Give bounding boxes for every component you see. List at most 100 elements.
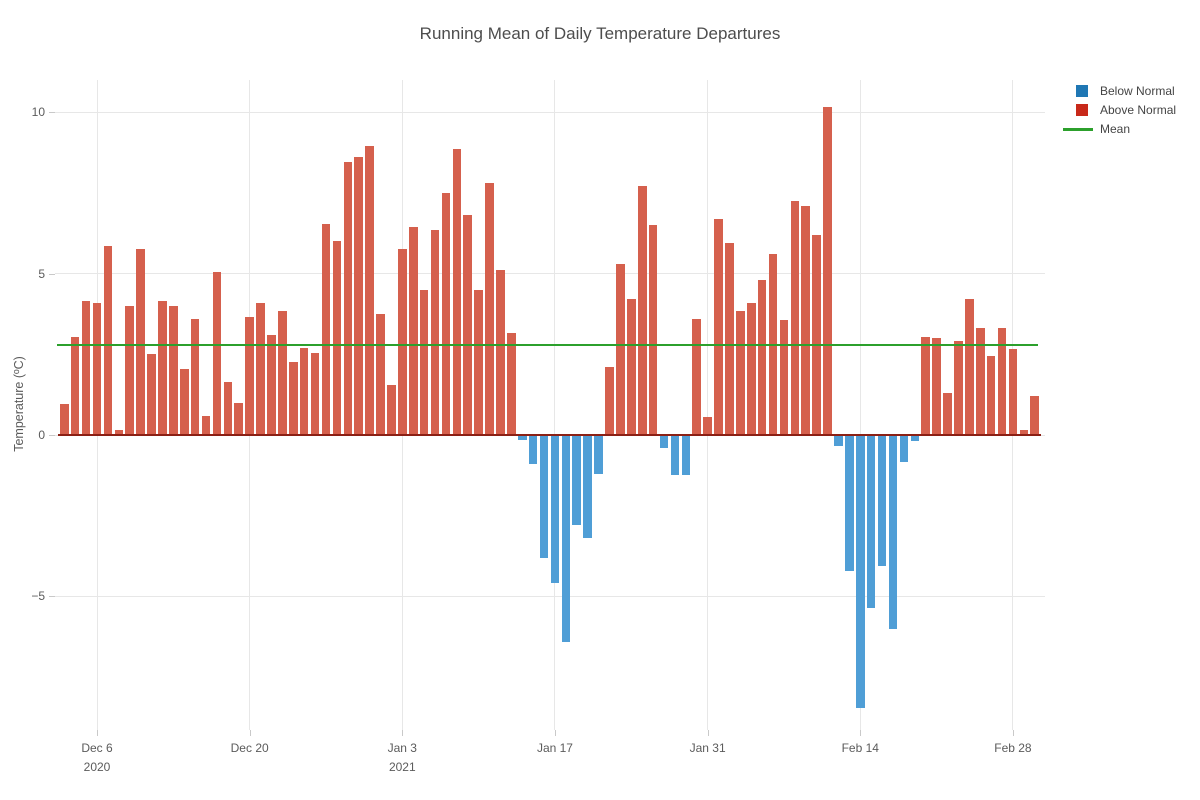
bar[interactable] (703, 417, 712, 435)
bar[interactable] (779, 320, 789, 435)
bar[interactable] (408, 226, 418, 435)
bar[interactable] (965, 299, 974, 435)
bar[interactable] (485, 183, 494, 435)
bar[interactable] (507, 333, 516, 435)
bar[interactable] (725, 242, 734, 435)
bar[interactable] (572, 435, 582, 526)
bar[interactable] (179, 368, 189, 435)
bar[interactable] (169, 305, 178, 435)
y-tick-label: 5 (38, 266, 45, 281)
bar[interactable] (627, 299, 636, 435)
bar[interactable] (986, 355, 996, 435)
legend-item[interactable]: Above Normal (1060, 103, 1200, 119)
bar[interactable] (714, 218, 723, 435)
bar[interactable] (834, 435, 843, 447)
bar[interactable] (278, 310, 287, 435)
bar[interactable] (452, 149, 462, 435)
bar[interactable] (245, 317, 254, 435)
bar[interactable] (267, 334, 276, 435)
y-tick-label: 0 (38, 428, 45, 442)
bar[interactable] (332, 241, 342, 435)
bar[interactable] (855, 435, 865, 708)
bar[interactable] (103, 246, 113, 435)
bar[interactable] (583, 435, 592, 539)
h-gridline (55, 111, 1045, 113)
bar[interactable] (659, 435, 669, 448)
bar[interactable] (354, 157, 363, 435)
bar[interactable] (616, 263, 625, 435)
bar[interactable] (910, 435, 920, 442)
bar[interactable] (223, 381, 233, 435)
h-gridline (55, 595, 1045, 597)
bar[interactable] (845, 435, 854, 571)
bar[interactable] (201, 415, 211, 435)
bar[interactable] (299, 347, 309, 435)
bar[interactable] (147, 354, 156, 435)
bar[interactable] (899, 435, 909, 463)
bar[interactable] (463, 215, 473, 435)
bar[interactable] (256, 302, 265, 435)
bar[interactable] (550, 435, 560, 584)
bar[interactable] (561, 435, 571, 642)
bar[interactable] (114, 430, 124, 435)
bar[interactable] (430, 230, 440, 435)
bar[interactable] (790, 200, 800, 435)
bar[interactable] (539, 435, 549, 558)
bar[interactable] (60, 404, 69, 435)
bar[interactable] (288, 362, 298, 435)
bar[interactable] (943, 393, 952, 435)
bar[interactable] (190, 318, 200, 435)
bar[interactable] (441, 192, 451, 435)
mean-line (57, 343, 1038, 346)
bar[interactable] (605, 367, 614, 435)
bar[interactable] (376, 313, 385, 435)
bar[interactable] (648, 225, 658, 435)
bar[interactable] (1019, 430, 1029, 435)
bar[interactable] (125, 305, 135, 435)
bar[interactable] (692, 318, 702, 435)
bar[interactable] (877, 435, 887, 566)
bar[interactable] (932, 338, 941, 435)
bar[interactable] (637, 186, 647, 435)
bar[interactable] (670, 435, 680, 476)
bar[interactable] (975, 328, 985, 435)
bar[interactable] (496, 270, 505, 435)
bar[interactable] (517, 435, 527, 440)
bar[interactable] (136, 249, 145, 435)
bar[interactable] (888, 435, 898, 629)
bar[interactable] (812, 234, 821, 435)
bar[interactable] (81, 301, 91, 435)
bar[interactable] (343, 162, 353, 435)
bar[interactable] (398, 249, 407, 435)
bar[interactable] (823, 107, 832, 435)
bar[interactable] (746, 302, 756, 435)
bar[interactable] (92, 302, 102, 435)
bar[interactable] (997, 328, 1007, 435)
legend-item[interactable]: Below Normal (1060, 84, 1200, 100)
bar[interactable] (1008, 349, 1018, 435)
bar[interactable] (70, 336, 80, 435)
bar[interactable] (419, 289, 429, 435)
bar[interactable] (866, 435, 876, 608)
bar[interactable] (212, 271, 222, 435)
bar[interactable] (736, 310, 745, 435)
bar[interactable] (387, 384, 396, 435)
bar[interactable] (321, 223, 331, 435)
bar[interactable] (757, 280, 767, 435)
bar[interactable] (474, 289, 483, 435)
bar[interactable] (310, 352, 320, 435)
y-tick-label: −5 (31, 589, 45, 604)
bar[interactable] (528, 435, 538, 465)
bar[interactable] (681, 435, 691, 476)
bar[interactable] (801, 205, 811, 435)
bar[interactable] (594, 435, 603, 474)
bar[interactable] (921, 336, 930, 435)
x-tick-mark (1012, 730, 1014, 736)
bar[interactable] (234, 402, 244, 435)
legend-item[interactable]: Mean (1060, 122, 1200, 138)
zero-line (58, 433, 1041, 436)
bar[interactable] (365, 146, 374, 435)
bar[interactable] (954, 341, 963, 435)
bar[interactable] (158, 301, 167, 435)
bar[interactable] (1030, 396, 1040, 435)
